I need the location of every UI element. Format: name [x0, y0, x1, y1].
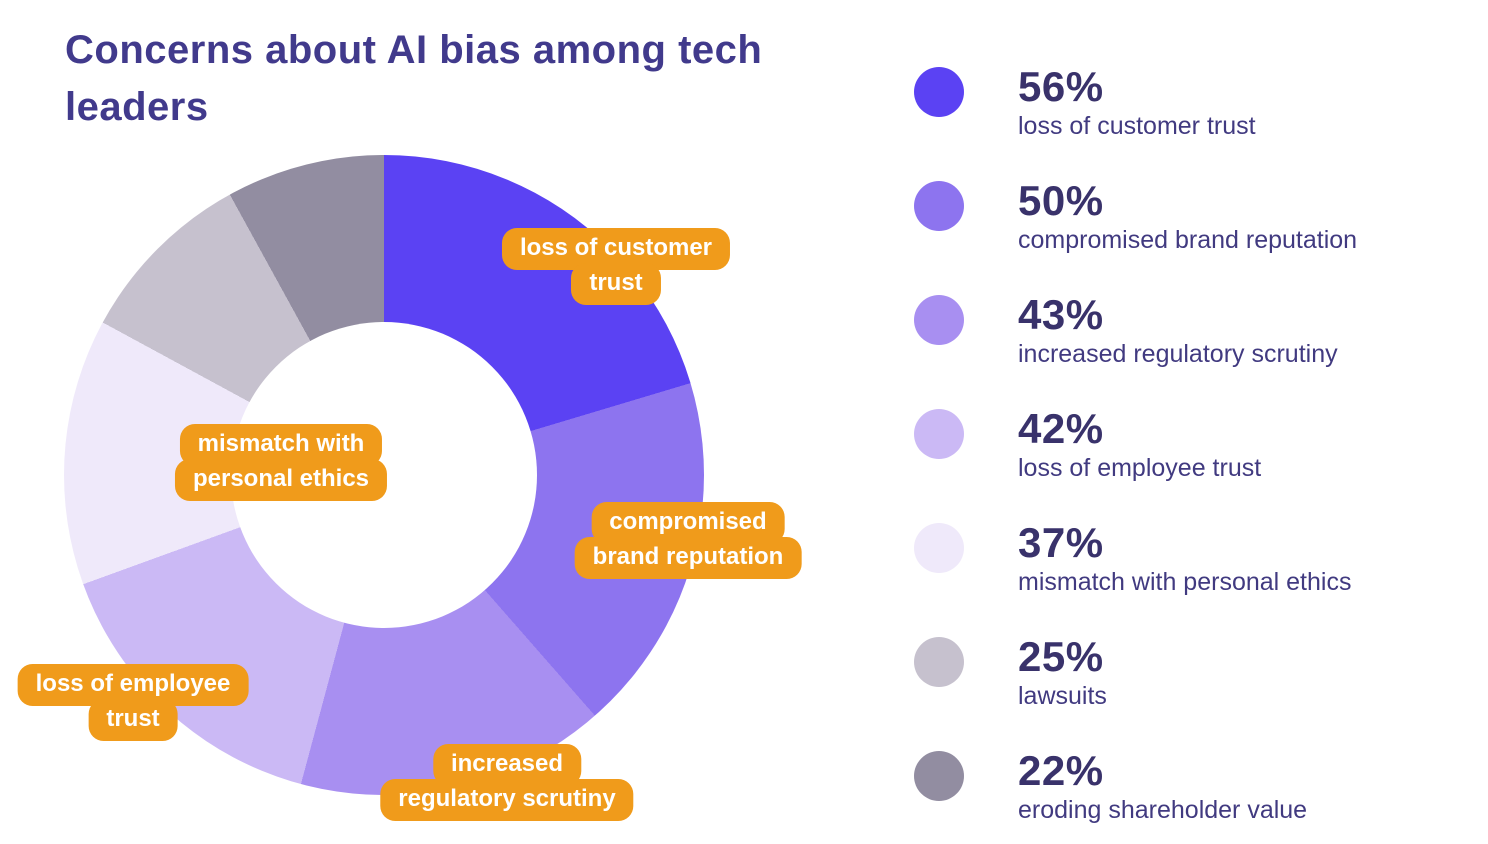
legend-dot-icon	[914, 637, 964, 687]
page-title: Concerns about AI bias among tech leader…	[65, 22, 925, 136]
legend-item-compromised-brand-reputation: 50% compromised brand reputation	[914, 178, 1357, 255]
callout-line: brand reputation	[574, 537, 802, 579]
legend-label: loss of employee trust	[1018, 454, 1262, 482]
callout-compromised-brand-reputation: compromised brand reputation	[574, 502, 802, 579]
legend-item-lawsuits: 25% lawsuits	[914, 634, 1357, 711]
legend-percentage: 43%	[1018, 291, 1104, 338]
legend-dot-icon	[914, 751, 964, 801]
legend-percentage: 37%	[1018, 519, 1104, 566]
legend-item-increased-regulatory-scrutiny: 43% increased regulatory scrutiny	[914, 292, 1357, 369]
legend-percentage: 50%	[1018, 177, 1104, 224]
legend-dot-icon	[914, 181, 964, 231]
legend-percentage: 42%	[1018, 405, 1104, 452]
callout-loss-of-customer-trust: loss of customer trust	[501, 228, 731, 305]
page-title-line-1: Concerns about AI bias among tech	[65, 28, 763, 72]
callout-line: regulatory scrutiny	[380, 779, 634, 821]
legend: 56% loss of customer trust 50% compromis…	[914, 64, 1357, 844]
legend-item-mismatch-with-personal-ethics: 37% mismatch with personal ethics	[914, 520, 1357, 597]
legend-label: loss of customer trust	[1018, 112, 1256, 140]
legend-label: increased regulatory scrutiny	[1018, 340, 1338, 368]
callout-line: personal ethics	[174, 459, 388, 501]
legend-label: mismatch with personal ethics	[1018, 568, 1352, 596]
page-title-line-2: leaders	[65, 85, 209, 129]
legend-percentage: 22%	[1018, 747, 1104, 794]
legend-label: lawsuits	[1018, 682, 1107, 710]
callout-line: trust	[88, 699, 178, 741]
legend-item-loss-of-employee-trust: 42% loss of employee trust	[914, 406, 1357, 483]
legend-item-loss-of-customer-trust: 56% loss of customer trust	[914, 64, 1357, 141]
legend-label: eroding shareholder value	[1018, 796, 1308, 824]
callout-mismatch-with-personal-ethics: mismatch with personal ethics	[174, 424, 388, 501]
legend-dot-icon	[914, 67, 964, 117]
legend-item-eroding-shareholder-value: 22% eroding shareholder value	[914, 748, 1357, 825]
callout-increased-regulatory-scrutiny: increased regulatory scrutiny	[380, 744, 634, 821]
legend-dot-icon	[914, 409, 964, 459]
legend-percentage: 25%	[1018, 633, 1104, 680]
legend-label: compromised brand reputation	[1018, 226, 1358, 254]
legend-dot-icon	[914, 295, 964, 345]
legend-percentage: 56%	[1018, 63, 1104, 110]
callout-line: trust	[571, 263, 661, 305]
callout-loss-of-employee-trust: loss of employee trust	[17, 664, 249, 741]
callout-line: loss of employee	[17, 664, 249, 706]
legend-dot-icon	[914, 523, 964, 573]
